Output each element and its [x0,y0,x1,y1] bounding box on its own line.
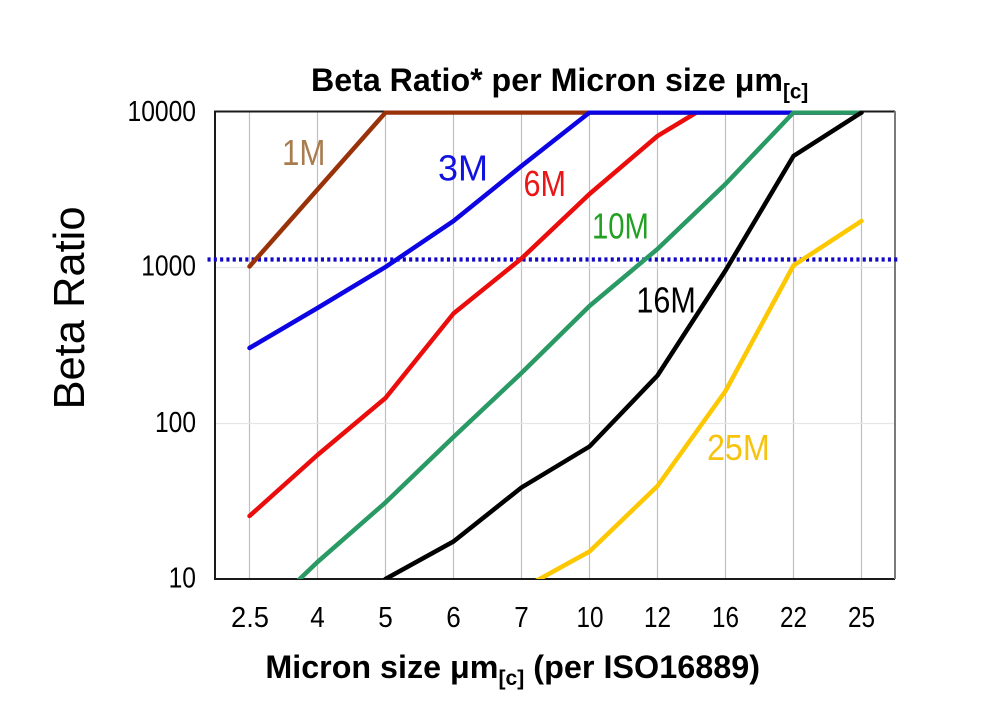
svg-text:[c]: [c] [783,81,808,104]
svg-text:7: 7 [514,602,529,634]
svg-text:(per ISO16889): (per ISO16889) [533,649,760,685]
svg-text:5: 5 [378,602,393,634]
svg-text:[c]: [c] [499,667,525,690]
svg-text:25: 25 [848,602,875,634]
svg-text:10M: 10M [592,206,649,247]
svg-text:10000: 10000 [128,96,197,128]
svg-text:100: 100 [155,407,196,439]
svg-text:25M: 25M [707,427,770,468]
svg-text:2.5: 2.5 [231,602,269,634]
svg-text:10: 10 [577,602,604,634]
svg-text:16M: 16M [636,280,695,321]
svg-text:3M: 3M [438,147,488,188]
svg-text:22: 22 [780,602,807,634]
svg-text:4: 4 [310,602,325,634]
svg-text:10: 10 [169,562,196,594]
svg-text:6M: 6M [524,163,567,204]
svg-text:1000: 1000 [141,250,196,282]
svg-text:1M: 1M [282,132,325,173]
svg-text:Beta Ratio* per Micron size μm: Beta Ratio* per Micron size μm [311,62,783,98]
svg-text:12: 12 [644,602,671,634]
svg-text:16: 16 [712,602,739,634]
svg-text:6: 6 [446,602,461,634]
svg-text:Beta Ratio: Beta Ratio [46,207,94,410]
svg-text:Micron size μm: Micron size μm [265,649,498,685]
